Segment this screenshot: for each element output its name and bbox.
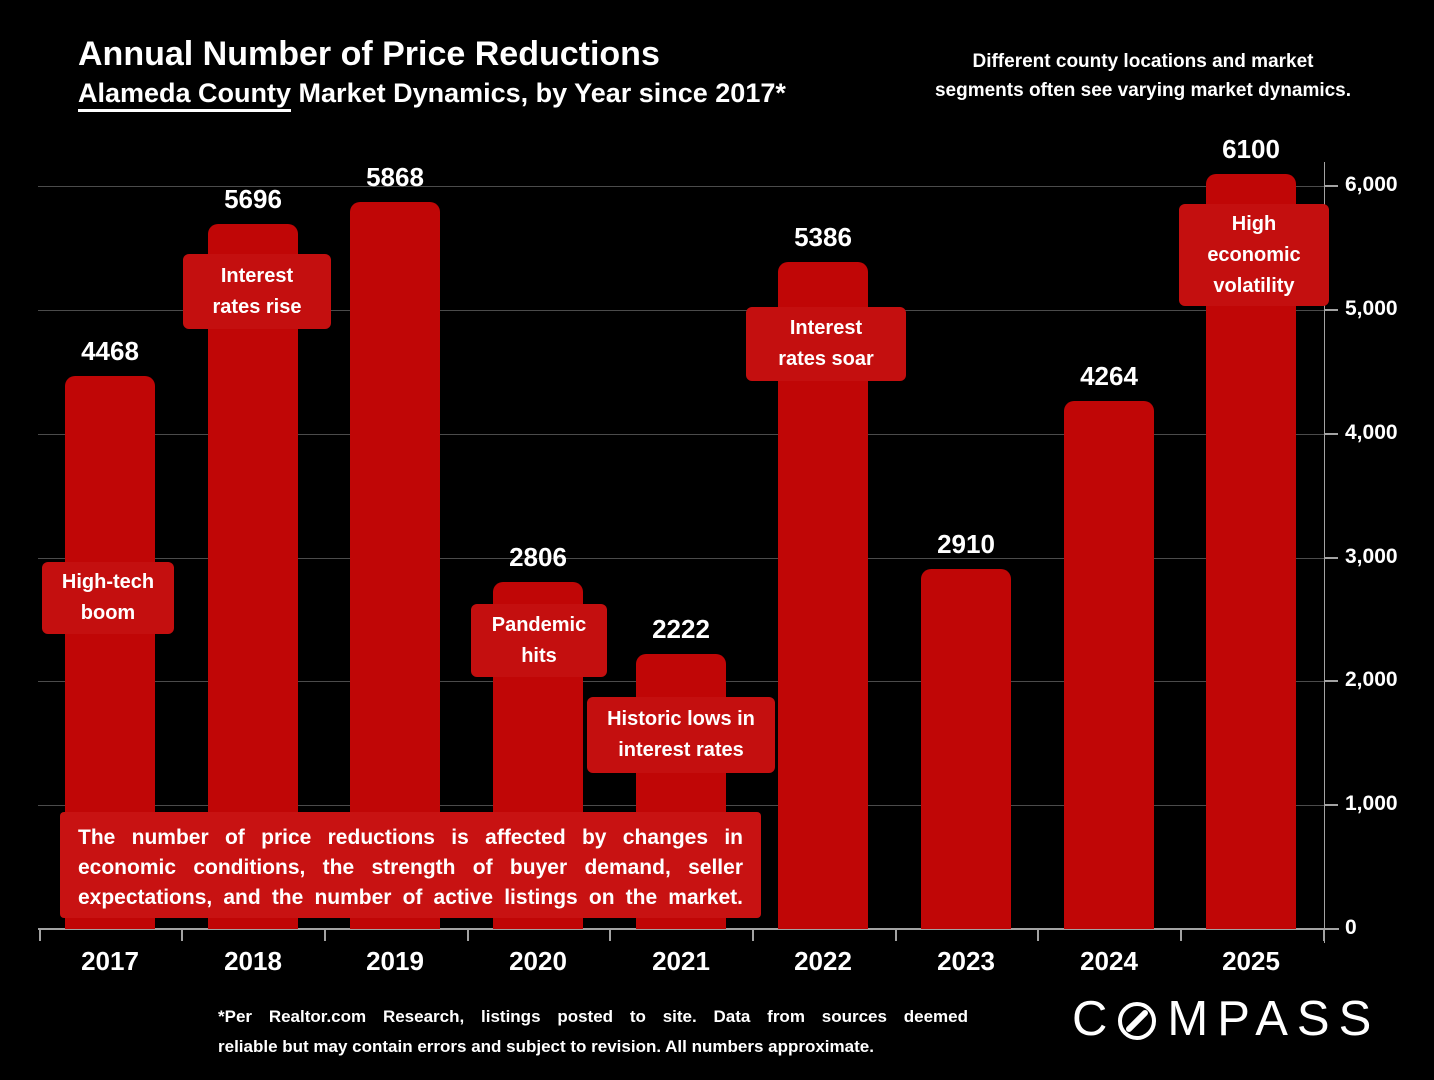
y-axis-tick <box>1324 680 1338 682</box>
x-axis-label-2022: 2022 <box>794 946 852 976</box>
x-axis-label-2024: 2024 <box>1080 946 1138 976</box>
y-axis-label: 2,000 <box>1345 668 1398 691</box>
y-axis-label: 4,000 <box>1345 421 1398 444</box>
subtitle-underlined-county: Alameda County <box>78 78 292 113</box>
bar-value-label: 5696 <box>224 184 282 214</box>
disclaimer-line: *Per Realtor.com Research, listings post… <box>218 1007 968 1026</box>
annotation-2022: Interest rates soar <box>746 307 906 381</box>
y-axis-tick <box>1324 557 1338 559</box>
y-axis-line <box>1324 162 1325 943</box>
x-axis-tick <box>609 930 611 941</box>
x-axis-label-2025: 2025 <box>1222 946 1280 976</box>
callout-line: The number of price reductions is affect… <box>78 826 743 849</box>
title-block: Annual Number of Price Reductions Alamed… <box>78 34 786 113</box>
bar-value-label: 6100 <box>1222 134 1280 164</box>
y-axis-tick <box>1324 309 1338 311</box>
x-axis-tick <box>1180 930 1182 941</box>
x-axis-line <box>38 928 1339 930</box>
x-axis-tick <box>1037 930 1039 941</box>
x-axis-tick <box>467 930 469 941</box>
x-axis-label-2018: 2018 <box>224 946 282 976</box>
disclaimer: *Per Realtor.com Research, listings post… <box>218 1002 968 1062</box>
x-axis-tick <box>324 930 326 941</box>
bar-2024 <box>1064 401 1154 929</box>
bar-2023 <box>921 569 1011 929</box>
x-axis-tick <box>181 930 183 941</box>
y-axis-label: 3,000 <box>1345 545 1398 568</box>
x-axis-tick <box>752 930 754 941</box>
x-axis-label-2023: 2023 <box>937 946 995 976</box>
y-axis-label: 6,000 <box>1345 173 1398 196</box>
market-note: Different county locations and market se… <box>934 51 1352 101</box>
y-axis-tick <box>1324 433 1338 435</box>
x-axis-label-2017: 2017 <box>81 946 139 976</box>
annotation-2017: High-tech boom <box>42 562 174 634</box>
x-axis-tick <box>1323 930 1325 941</box>
callout-line: expectations, and the number of active l… <box>78 886 743 910</box>
annotation-2025: High economic volatility <box>1179 204 1329 306</box>
x-axis-label-2020: 2020 <box>509 946 567 976</box>
gridline-5,000 <box>38 310 1324 311</box>
bar-value-label: 2806 <box>509 542 567 572</box>
y-axis-tick <box>1324 804 1338 806</box>
y-axis-label: 0 <box>1345 916 1357 939</box>
compass-logo: C MPASS <box>1072 992 1380 1046</box>
annotation-2020: Pandemic hits <box>471 604 607 677</box>
bar-value-label: 5386 <box>794 222 852 252</box>
gridline-4,000 <box>38 434 1324 435</box>
callout-line: economic conditions, the strength of buy… <box>78 856 743 880</box>
x-axis-tick <box>895 930 897 941</box>
annotation-2021: Historic lows in interest rates <box>587 697 775 773</box>
bar-value-label: 2222 <box>652 614 710 644</box>
bar-2019 <box>350 202 440 929</box>
gridline-6,000 <box>38 186 1324 187</box>
disclaimer-line: reliable but may contain errors and subj… <box>218 1036 874 1056</box>
bar-value-label: 2910 <box>937 529 995 559</box>
x-axis-label-2021: 2021 <box>652 946 710 976</box>
compass-logo-letters-mpass: MPASS <box>1167 991 1381 1046</box>
bar-value-label: 5868 <box>366 162 424 192</box>
bar-value-label: 4468 <box>81 336 139 366</box>
bar-2018 <box>208 224 298 929</box>
y-axis-tick <box>1324 185 1338 187</box>
annotation-2018: Interest rates rise <box>183 254 331 329</box>
subtitle-rest: Market Dynamics, by Year since 2017* <box>291 78 786 109</box>
callout-box: The number of price reductions is affect… <box>60 812 761 918</box>
y-axis-label: 5,000 <box>1345 297 1398 320</box>
y-axis-label: 1,000 <box>1345 792 1398 815</box>
gridline-3,000 <box>38 558 1324 559</box>
x-axis-label-2019: 2019 <box>366 946 424 976</box>
compass-logo-letter-c: C <box>1072 991 1117 1046</box>
x-axis-tick <box>39 930 41 941</box>
page-title: Annual Number of Price Reductions <box>78 35 660 73</box>
bar-value-label: 4264 <box>1080 361 1138 391</box>
page-subtitle: Alameda County Market Dynamics, by Year … <box>78 77 786 113</box>
compass-o-icon <box>1118 1001 1157 1040</box>
